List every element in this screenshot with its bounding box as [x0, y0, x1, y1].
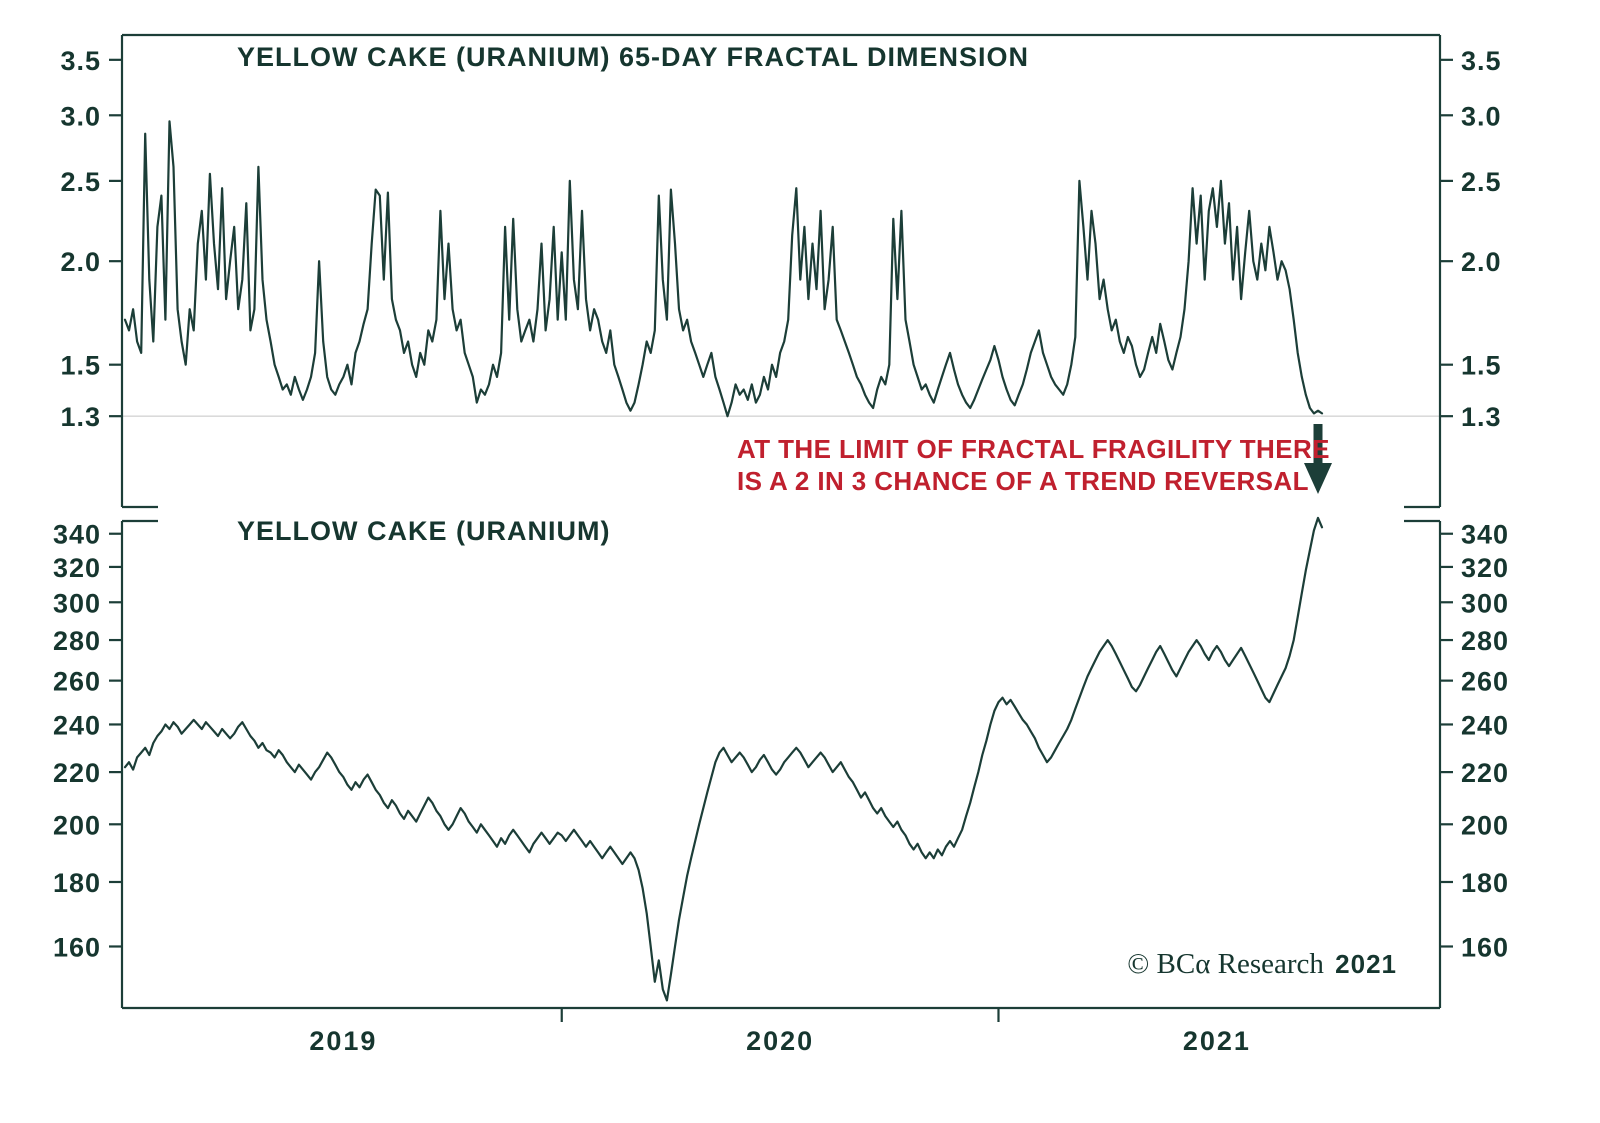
- fractal-dimension-line: [123, 120, 1324, 418]
- y-tick-label-left: 240: [53, 710, 101, 740]
- y-tick-label-left: 260: [53, 667, 101, 697]
- x-year-label: 2020: [746, 1026, 814, 1056]
- y-tick-label-right: 320: [1461, 553, 1509, 583]
- y-tick-label-right: 160: [1461, 932, 1509, 962]
- y-tick-label-right: 2.0: [1461, 247, 1502, 277]
- annotation-line-1: AT THE LIMIT OF FRACTAL FRAGILITY THERE: [737, 434, 1330, 464]
- annotation-line-2: IS A 2 IN 3 CHANCE OF A TREND REVERSAL: [737, 466, 1309, 496]
- y-tick-label-left: 180: [53, 868, 101, 898]
- y-tick-label-right: 300: [1461, 588, 1509, 618]
- y-tick-label-left: 3.5: [60, 46, 101, 76]
- y-tick-label-right: 1.5: [1461, 351, 1502, 381]
- y-tick-label-left: 2.0: [60, 247, 101, 277]
- y-tick-label-right: 1.3: [1461, 402, 1502, 432]
- y-tick-label-right: 240: [1461, 710, 1509, 740]
- y-tick-label-right: 260: [1461, 667, 1509, 697]
- copyright-year: 2021: [1335, 949, 1397, 979]
- trend-reversal-arrow: [1304, 424, 1332, 494]
- y-tick-label-right: 220: [1461, 758, 1509, 788]
- y-tick-label-left: 320: [53, 553, 101, 583]
- y-tick-label-left: 300: [53, 588, 101, 618]
- y-tick-label-right: 180: [1461, 868, 1509, 898]
- y-tick-label-right: 2.5: [1461, 167, 1502, 197]
- y-tick-label-right: 3.0: [1461, 101, 1502, 131]
- fractal-fragility-annotation: AT THE LIMIT OF FRACTAL FRAGILITY THERE …: [737, 433, 1330, 497]
- top-chart-title: YELLOW CAKE (URANIUM) 65-DAY FRACTAL DIM…: [237, 42, 1030, 72]
- y-tick-label-right: 200: [1461, 810, 1509, 840]
- y-tick-label-right: 340: [1461, 520, 1509, 550]
- x-year-label: 2019: [309, 1026, 377, 1056]
- y-tick-label-left: 1.3: [60, 402, 101, 432]
- y-tick-label-left: 340: [53, 520, 101, 550]
- y-tick-label-left: 280: [53, 626, 101, 656]
- y-tick-label-left: 1.5: [60, 351, 101, 381]
- y-tick-label-left: 2.5: [60, 167, 101, 197]
- x-year-label: 2021: [1183, 1026, 1251, 1056]
- copyright: © BCα Research 2021: [1055, 948, 1397, 981]
- y-tick-label-left: 3.0: [60, 101, 101, 131]
- y-tick-label-right: 280: [1461, 626, 1509, 656]
- y-tick-label-left: 200: [53, 810, 101, 840]
- y-tick-label-right: 3.5: [1461, 46, 1502, 76]
- y-tick-label-left: 160: [53, 932, 101, 962]
- copyright-text: © BCα Research: [1127, 948, 1324, 980]
- price-line: [123, 516, 1324, 1002]
- bottom-chart-title: YELLOW CAKE (URANIUM): [237, 516, 611, 546]
- y-tick-label-left: 220: [53, 758, 101, 788]
